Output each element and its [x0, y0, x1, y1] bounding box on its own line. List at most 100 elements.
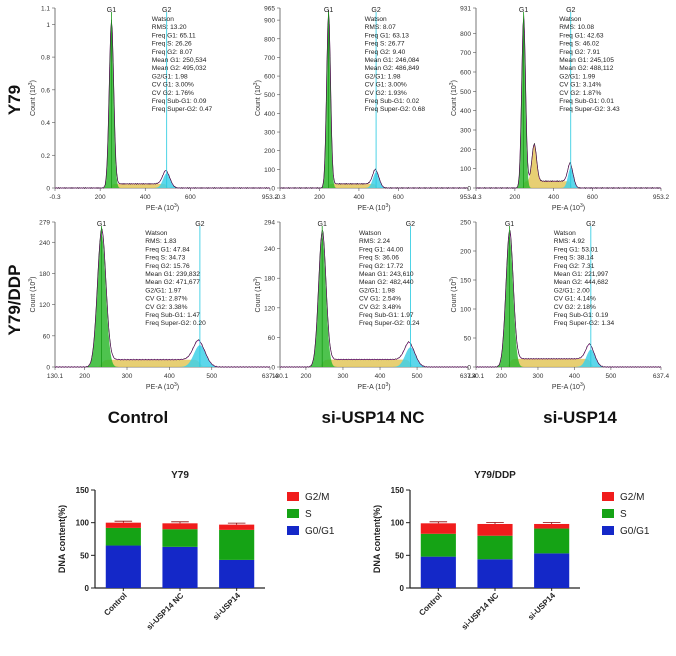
- y-tick-label: 50: [80, 551, 89, 560]
- y-axis-unit-close: ): [451, 80, 458, 82]
- y-tick-label: 300: [460, 127, 471, 134]
- stats-line: Freq G2: 17.72: [359, 263, 404, 270]
- stats-line: Freq Sub-G1: 0.09: [152, 98, 207, 105]
- g1-peak-label: G1: [318, 221, 327, 228]
- g1-peak-label: G1: [519, 7, 528, 14]
- stats-line: Freq G1: 65.11: [152, 32, 196, 39]
- stats-line: G2/G1: 1.98: [365, 73, 401, 80]
- g1-area: [476, 237, 661, 367]
- y-tick-label: 931: [460, 6, 471, 13]
- y-tick-label: 100: [391, 519, 405, 528]
- stats-line: Freq Super-G2: 0.24: [359, 320, 420, 327]
- y-axis-unit-close: ): [255, 80, 262, 82]
- legend-label: G0/G1: [620, 526, 650, 537]
- y-tick-label: 400: [264, 111, 275, 118]
- bar-segment-g2-m: [219, 524, 255, 530]
- y-tick-label: 180: [264, 276, 275, 283]
- x-tick-label: -0.3: [470, 194, 482, 201]
- x-tick-label: 400: [548, 194, 559, 201]
- bar-segment-g0-g1: [420, 556, 456, 588]
- y-tick-label: 0.2: [41, 153, 50, 160]
- x-axis-unit-close: ): [177, 205, 179, 212]
- y-tick-label: 240: [264, 246, 275, 253]
- x-tick-label: 130.1: [47, 373, 64, 380]
- g1-peak-label: G1: [505, 221, 514, 228]
- y-axis-label: Count (103): [253, 277, 262, 313]
- x-axis-label: PE-A (103): [146, 203, 179, 212]
- row-label-y79: Y79: [5, 85, 24, 115]
- y-tick-label: 60: [268, 335, 276, 342]
- y-tick-label: 600: [460, 69, 471, 76]
- stats-line: Freq Super-G2: 0.20: [145, 320, 206, 327]
- stats-line: RMS: 13.20: [152, 24, 187, 31]
- stats-line: CV G1: 3.14%: [559, 82, 601, 89]
- bar-segment-s: [105, 527, 141, 546]
- g2-peak-label: G2: [566, 7, 575, 14]
- bar-y79: Y79 0 50 100 150 DNA content(%) Control si-USP1…: [57, 470, 335, 632]
- x-tick-label: 200: [496, 373, 507, 380]
- stats-line: Freq S: 46.02: [559, 41, 599, 48]
- stats-line: Mean G1: 221,997: [554, 271, 609, 278]
- stats-line: Mean G1: 239,832: [145, 271, 200, 278]
- stats-line: CV G2: 3.48%: [359, 304, 401, 311]
- y-axis-unit-close: ): [30, 80, 37, 82]
- x-axis-label: PE-A (103): [357, 382, 390, 391]
- stats-line: Freq G2: 7.91: [559, 49, 600, 56]
- x-tick-label: si-USP14: [211, 591, 242, 622]
- stats-line: Freq G2: 9.40: [365, 49, 406, 56]
- g2-area: [55, 173, 270, 188]
- histogram-y79-control: 0 0.2 0.4 0.6 0.8 1 1.1 -0.3 200 400 600 953.2 PE-A …: [28, 6, 279, 213]
- x-tick-label: 130.1: [272, 373, 289, 380]
- stats-line: Freq G1: 44.00: [359, 246, 404, 253]
- bar-segment-g0-g1: [219, 559, 255, 588]
- x-tick-label: 300: [122, 373, 133, 380]
- stats-line: Freq Sub-G1: 0.19: [554, 312, 609, 319]
- stats-line: Freq Sub-G1: 1.47: [145, 312, 200, 319]
- x-axis-label: PE-A (103): [146, 382, 179, 391]
- y-tick-label: 700: [460, 50, 471, 57]
- stats-line: Mean G2: 482,440: [359, 279, 414, 286]
- y-axis-label: DNA content(%): [57, 505, 67, 573]
- y-axis-label: Count (103): [253, 80, 262, 116]
- stats-line: Mean G2: 488,112: [559, 65, 613, 72]
- y-tick-label: 0.6: [41, 87, 50, 94]
- stats-line: Freq Sub-G1: 0.01: [559, 98, 614, 105]
- bar-segment-s: [219, 529, 255, 560]
- legend-swatch: [287, 492, 299, 501]
- group-label-si-usp14-nc: si-USP14 NC: [322, 408, 425, 427]
- x-tick-label: 200: [79, 373, 90, 380]
- stats-line: Mean G1: 245,105: [559, 57, 614, 64]
- x-tick-label: 300: [338, 373, 349, 380]
- bar-segment-g2-m: [477, 523, 513, 536]
- stats-line: Watson: [145, 230, 167, 237]
- y-tick-label: 0: [467, 365, 471, 372]
- y-tick-label: 180: [39, 271, 50, 278]
- y-tick-label: 100: [460, 307, 471, 314]
- y-axis-unit-exponent: 3: [449, 82, 455, 85]
- y-axis-unit-exponent: 3: [28, 82, 34, 85]
- histogram-y79-si: 0 100 200 300 400 500 600 700 800 931 -0.3 200 400 60…: [449, 6, 670, 213]
- x-axis-unit-close: ): [583, 205, 585, 212]
- stats-line: Freq G1: 63.13: [365, 32, 410, 39]
- x-axis-unit-exponent: 3: [580, 382, 583, 388]
- x-axis-unit-close: ): [388, 384, 390, 391]
- x-tick-label: 500: [206, 373, 217, 380]
- y-tick-label: 0: [400, 584, 405, 593]
- x-axis-unit-exponent: 3: [174, 203, 177, 209]
- y-tick-label: 120: [264, 305, 275, 312]
- stats-line: Mean G2: 486,849: [365, 65, 420, 72]
- g2-area: [476, 167, 661, 188]
- y-tick-label: 150: [391, 486, 405, 495]
- x-tick-label: -0.3: [49, 194, 61, 201]
- stats-line: Freq Sub-G1: 1.97: [359, 312, 414, 319]
- y-tick-label: 0: [46, 365, 50, 372]
- y-tick-label: 300: [264, 130, 275, 137]
- stats-line: Mean G1: 250,534: [152, 57, 207, 64]
- y-tick-label: 0: [85, 584, 90, 593]
- stats-line: Freq Super-G2: 1.34: [554, 320, 615, 327]
- stats-line: RMS: 4.92: [554, 238, 585, 245]
- x-tick-label: 200: [95, 194, 106, 201]
- g1-area: [280, 236, 468, 367]
- g1-peak-label: G1: [107, 7, 116, 14]
- x-tick-label: -0.3: [274, 194, 286, 201]
